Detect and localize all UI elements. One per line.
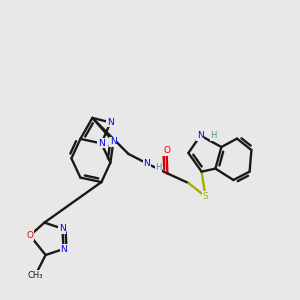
Text: N: N bbox=[60, 244, 67, 253]
Text: H: H bbox=[210, 131, 217, 140]
Text: S: S bbox=[202, 192, 208, 201]
Text: CH₃: CH₃ bbox=[28, 271, 43, 280]
Text: N: N bbox=[107, 118, 114, 127]
Text: O: O bbox=[26, 231, 34, 240]
Text: N: N bbox=[144, 159, 150, 168]
Text: N: N bbox=[59, 224, 66, 233]
Text: N: N bbox=[197, 131, 204, 140]
Text: N: N bbox=[110, 137, 117, 146]
Text: O: O bbox=[163, 146, 170, 155]
Text: H: H bbox=[155, 163, 162, 172]
Text: N: N bbox=[98, 139, 105, 148]
